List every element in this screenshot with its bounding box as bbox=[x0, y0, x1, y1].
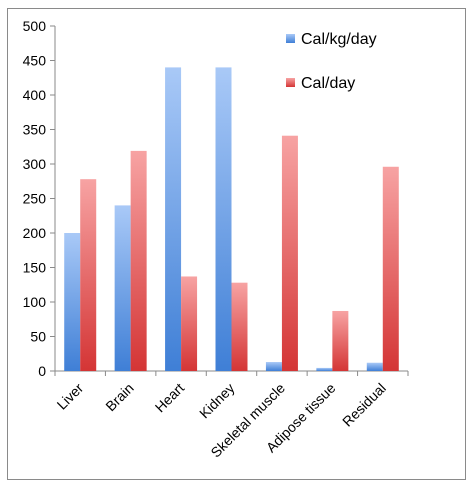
x-tick-label: Heart bbox=[152, 380, 188, 416]
y-tick-label: 100 bbox=[23, 294, 47, 310]
y-tick-label: 150 bbox=[23, 260, 47, 276]
y-tick-label: 0 bbox=[38, 363, 46, 379]
y-tick-label: 200 bbox=[23, 225, 47, 241]
bar-cal-day bbox=[181, 276, 198, 371]
bar-cal-day bbox=[130, 150, 147, 371]
bar-cal-day bbox=[80, 179, 97, 371]
y-tick-label: 500 bbox=[23, 18, 47, 34]
bar-cal-kg-day bbox=[316, 367, 333, 371]
bar-cal-day bbox=[231, 282, 248, 371]
bar-cal-kg-day bbox=[114, 205, 131, 371]
y-tick-label: 300 bbox=[23, 156, 47, 172]
legend-swatch bbox=[286, 34, 295, 43]
y-tick-label: 50 bbox=[30, 329, 46, 345]
x-tick-label: Residual bbox=[339, 380, 389, 430]
legend: Cal/kg/day Cal/day bbox=[286, 31, 377, 92]
x-tick-label: Kidney bbox=[196, 380, 238, 422]
bar-cal-day bbox=[281, 135, 298, 371]
bar-cal-day bbox=[382, 166, 399, 371]
x-tick-label: Liver bbox=[54, 380, 87, 413]
bar-cal-kg-day bbox=[64, 233, 81, 371]
bar-cal-day bbox=[332, 310, 349, 371]
y-tick-label: 250 bbox=[23, 191, 47, 207]
bar-cal-kg-day bbox=[215, 67, 232, 372]
legend-swatch bbox=[286, 78, 295, 87]
y-tick-label: 350 bbox=[23, 122, 47, 138]
y-tick-label: 400 bbox=[23, 87, 47, 103]
bars bbox=[64, 67, 399, 372]
bar-cal-kg-day bbox=[366, 362, 383, 371]
y-tick-label: 450 bbox=[23, 53, 47, 69]
x-tick-label: Brain bbox=[102, 380, 136, 414]
bar-cal-kg-day bbox=[165, 67, 182, 372]
legend-label: Cal/day bbox=[301, 75, 355, 92]
legend-label: Cal/kg/day bbox=[301, 31, 377, 48]
bar-cal-kg-day bbox=[265, 362, 282, 371]
